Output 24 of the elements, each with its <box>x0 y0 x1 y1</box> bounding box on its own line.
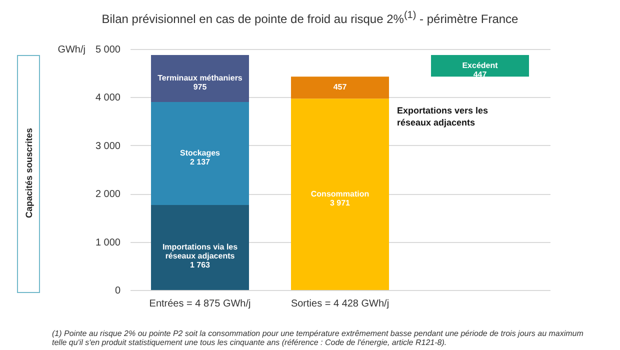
series-label: Consommation <box>310 189 370 198</box>
y-tick-label: 5 000 <box>95 44 121 56</box>
y-tick-label: 0 <box>114 286 121 296</box>
x-tick-label: Entrées = 4 875 GWh/j <box>149 298 251 310</box>
data-label: 1 763 <box>190 260 211 270</box>
y-tick-label: 4 000 <box>95 92 121 104</box>
data-label: 3 971 <box>330 198 351 208</box>
series-label: Importations via les réseaux adjacents <box>162 242 238 261</box>
data-label: 447 <box>473 70 488 79</box>
series-label: Terminaux méthaniers <box>158 74 243 83</box>
y-tick-label: 3 000 <box>95 140 121 152</box>
series-label: Stockages <box>180 148 221 158</box>
data-label: 2 137 <box>190 158 211 167</box>
text: (1) Pointe au risque 2% ou pointe P2 soit la consommation pour une température extrêmement basse pendant une période de trois jours au maximum telle qu'il s'en produit statistiquement une tous les cinquante ans (référence : Code de l'énergie, article R121-8). <box>52 329 584 348</box>
data-label: 457 <box>333 82 348 92</box>
data-label: 975 <box>193 82 208 92</box>
y-tick-label: 1 000 <box>95 237 121 248</box>
y-tick-label: 2 000 <box>95 189 121 200</box>
series-label: Excédent <box>462 60 498 70</box>
x-tick-label: Sorties = 4 428 GWh/j <box>290 298 390 310</box>
series-label: Exportations vers les réseaux adjacents <box>397 106 488 128</box>
chart-title: Bilan prévisionnel en cas de pointe de froid au risque 2%$^{(1)}$ - périmètre France <box>100 10 520 26</box>
y-axis-title: GWh/j <box>58 44 86 56</box>
text: Capacités souscrites <box>24 128 34 218</box>
